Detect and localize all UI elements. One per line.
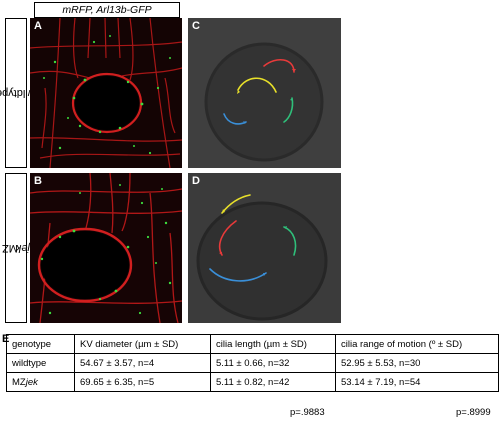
- panel-letter-b: B: [34, 175, 42, 187]
- table-header-row: genotype KV diameter (µm ± SD) cilia len…: [6, 334, 499, 354]
- panel-letter-a: A: [34, 20, 42, 32]
- row-label-mzjek: MZ jek: [2, 173, 30, 323]
- table-row: wildtype 54.67 ± 3.57, n=4 5.11 ± 0.66, …: [6, 353, 499, 373]
- panel-letter-e: E: [2, 333, 10, 345]
- panel-letter-d: D: [192, 175, 200, 187]
- cell-kv-diameter: 54.67 ± 3.57, n=4: [74, 353, 211, 373]
- panel-b-micrograph: B: [30, 173, 182, 323]
- cell-genotype: wildtype: [6, 353, 75, 373]
- cell-cilia-length: 5.11 ± 0.82, n=42: [210, 372, 336, 392]
- measurement-table: genotype KV diameter (µm ± SD) cilia len…: [6, 334, 499, 392]
- panel-c-cilia-traces: C: [188, 18, 341, 168]
- panel-a-image: [30, 18, 182, 168]
- table-row: MZjek 69.65 ± 6.35, n=5 5.11 ± 0.82, n=4…: [6, 372, 499, 392]
- cell-kv-diameter: 69.65 ± 6.35, n=5: [74, 372, 211, 392]
- panel-b-image: [30, 173, 182, 323]
- row-label-italic: jek: [15, 242, 30, 254]
- panel-c-image: [188, 18, 341, 168]
- cell-cilia-length: 5.11 ± 0.66, n=32: [210, 353, 336, 373]
- header-genotype: genotype: [6, 334, 75, 354]
- header-cilia-motion: cilia range of motion (º ± SD): [335, 334, 499, 354]
- panel-d-cilia-traces: D: [188, 173, 341, 323]
- header-kv-diameter: KV diameter (µm ± SD): [74, 334, 211, 354]
- row-label-wildtype: wildtype: [0, 18, 36, 168]
- panel-d-image: [188, 173, 341, 323]
- panel-letter-c: C: [192, 20, 200, 32]
- p-value-length: p=.9883: [290, 407, 325, 418]
- panel-a-micrograph: A: [30, 18, 182, 168]
- cell-genotype: MZjek: [6, 372, 75, 392]
- stain-label: mRFP, Arl13b-GFP: [34, 2, 180, 18]
- cell-cilia-motion: 52.95 ± 5.53, n=30: [335, 353, 499, 373]
- header-cilia-length: cilia length (µm ± SD): [210, 334, 336, 354]
- p-value-motion: p=.8999: [456, 407, 491, 418]
- cell-cilia-motion: 53.14 ± 7.19, n=54: [335, 372, 499, 392]
